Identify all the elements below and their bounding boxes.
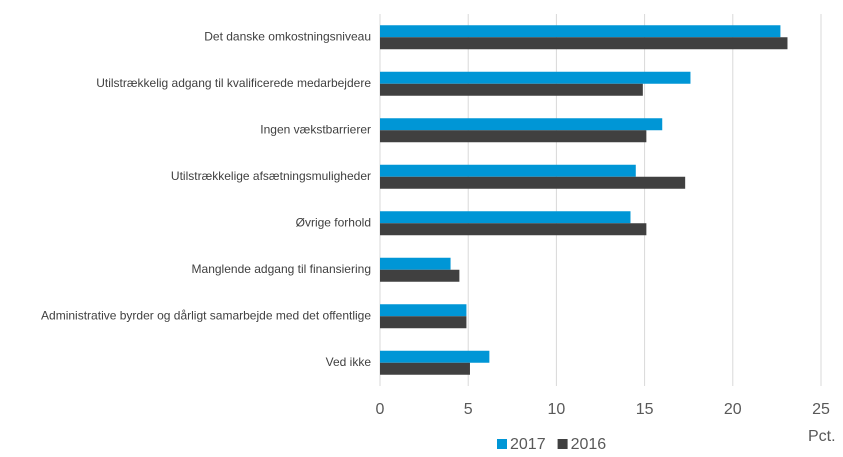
bar <box>380 316 467 329</box>
legend-swatch <box>497 439 507 449</box>
x-tick-label: 5 <box>464 401 473 418</box>
y-tick-label: Administrative byrder og dårligt samarbe… <box>41 308 371 322</box>
y-tick-label: Ved ikke <box>326 355 372 369</box>
x-tick-label: 15 <box>636 401 654 418</box>
bar <box>380 257 451 270</box>
bar <box>380 223 647 236</box>
x-tick-label: 10 <box>548 401 566 418</box>
bar <box>380 25 781 38</box>
legend-swatch <box>557 439 568 449</box>
y-tick-label: Utilstrækkelig adgang til kvalificerede … <box>96 76 371 90</box>
bar <box>380 83 643 96</box>
bar <box>380 37 788 50</box>
bar <box>380 269 460 282</box>
x-tick-label: 0 <box>376 401 385 418</box>
legend-label: 2016 <box>571 436 607 452</box>
y-tick-label: Det danske omkostningsniveau <box>204 29 371 43</box>
bar <box>380 130 647 143</box>
y-tick-label: Ingen vækstbarrierer <box>260 122 371 136</box>
x-tick-label: 25 <box>812 401 830 418</box>
x-tick-label: 20 <box>724 401 742 418</box>
bar <box>380 164 636 177</box>
bar <box>380 304 467 317</box>
legend-label: 2017 <box>510 436 546 452</box>
x-axis-label: Pct. <box>808 428 836 445</box>
bar <box>380 350 490 363</box>
bar <box>380 176 686 189</box>
bar <box>380 71 691 84</box>
bar <box>380 211 631 224</box>
y-tick-label: Manglende adgang til finansiering <box>192 262 371 276</box>
y-tick-label: Øvrige forhold <box>296 215 371 229</box>
bar <box>380 118 663 131</box>
bar <box>380 362 470 375</box>
y-tick-label: Utilstrækkelige afsætningsmuligheder <box>171 169 371 183</box>
